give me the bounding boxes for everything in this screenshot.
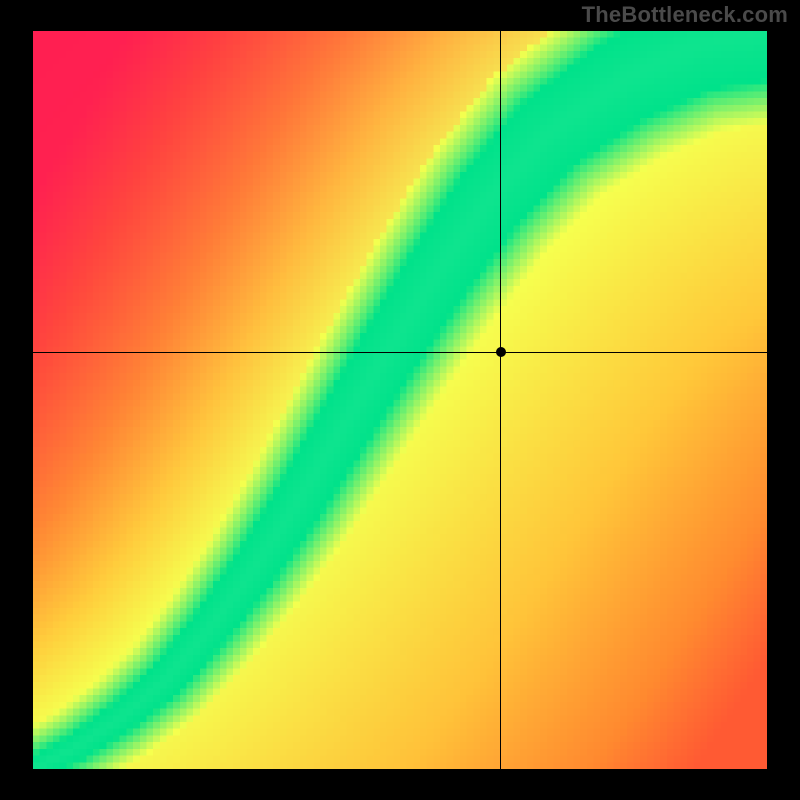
bottleneck-heatmap	[33, 31, 767, 769]
watermark-text: TheBottleneck.com	[582, 2, 788, 28]
query-point-marker	[496, 347, 506, 357]
crosshair-vertical	[500, 31, 501, 769]
plot-container: TheBottleneck.com	[0, 0, 800, 800]
crosshair-horizontal	[33, 352, 767, 353]
